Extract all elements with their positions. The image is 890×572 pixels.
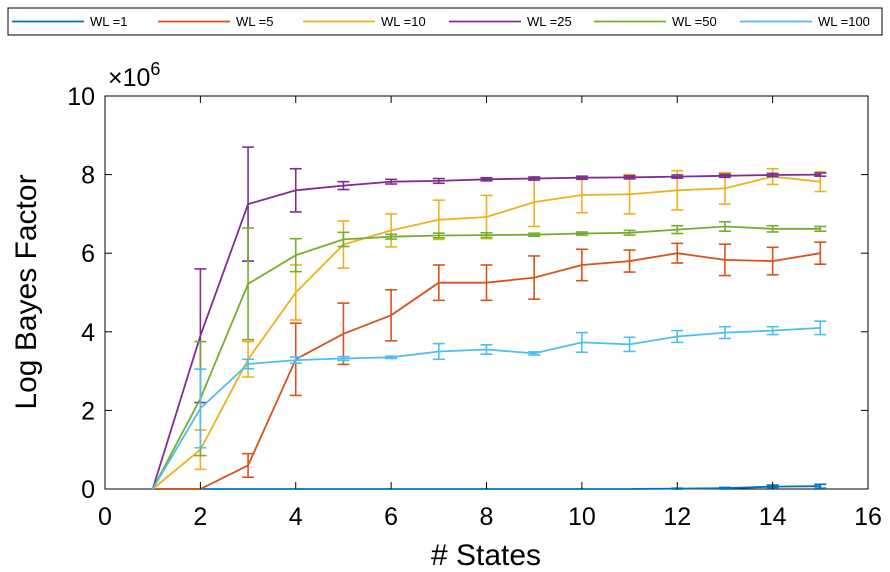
y-tick-label: 2 xyxy=(81,397,95,425)
error-bar xyxy=(766,224,779,233)
error-bar xyxy=(480,264,493,302)
error-bar xyxy=(194,368,207,449)
error-bar xyxy=(814,172,827,177)
error-bar xyxy=(814,241,827,266)
error-bar xyxy=(766,246,779,276)
error-bar xyxy=(814,320,827,336)
error-bar xyxy=(623,229,636,236)
error-bar xyxy=(718,486,731,490)
error-bar xyxy=(385,213,398,248)
error-bar xyxy=(528,232,541,238)
error-bar xyxy=(480,176,493,182)
error-bar xyxy=(814,225,827,232)
y-tick-label: 8 xyxy=(81,162,95,190)
x-tick-label: 14 xyxy=(759,503,787,531)
error-bar xyxy=(289,167,302,213)
series-wl-100 xyxy=(151,320,827,490)
series-wl-50 xyxy=(151,220,827,490)
error-bar xyxy=(480,343,493,356)
error-bar xyxy=(385,288,398,342)
error-bar xyxy=(337,180,350,191)
x-tick-label: 4 xyxy=(289,503,303,531)
error-bar xyxy=(623,173,636,215)
legend-label: WL =10 xyxy=(381,14,426,29)
x-tick-label: 8 xyxy=(480,503,494,531)
legend: WL =1 WL =5 WL =10 WL =25 WL =50 WL =100 xyxy=(7,7,883,36)
legend-box xyxy=(7,7,883,36)
axes-layer: 0 2 4 6 8 10 12 14 16 0 2 4 6 8 10 xyxy=(67,83,882,531)
error-bar xyxy=(337,231,350,248)
error-bar xyxy=(480,194,493,240)
x-tick-label: 16 xyxy=(854,503,882,531)
legend-label: WL =25 xyxy=(527,14,572,29)
scale-multiplier: ×106 xyxy=(108,59,160,92)
error-bar xyxy=(432,264,445,302)
error-bar xyxy=(432,342,445,361)
y-tick-label: 6 xyxy=(81,240,95,268)
error-bar xyxy=(385,233,398,240)
series-wl-5 xyxy=(152,241,827,490)
error-bar xyxy=(432,177,445,185)
x-tick-label: 0 xyxy=(98,503,112,531)
legend-label: WL =50 xyxy=(672,14,717,29)
error-bar xyxy=(289,264,302,321)
x-tick-label: 10 xyxy=(568,503,596,531)
error-bar xyxy=(623,249,636,273)
error-bar xyxy=(337,302,350,366)
error-bar xyxy=(671,242,684,264)
y-tick-label: 10 xyxy=(67,83,95,111)
error-bar xyxy=(575,231,588,236)
error-bar xyxy=(671,329,684,344)
error-bar xyxy=(289,356,302,365)
error-bar xyxy=(528,176,541,181)
error-bar xyxy=(242,227,255,341)
error-bar xyxy=(766,325,779,336)
error-bar xyxy=(623,336,636,353)
error-bar xyxy=(575,175,588,181)
error-bar xyxy=(385,355,398,360)
error-bar xyxy=(718,173,731,179)
error-bar xyxy=(671,174,684,179)
legend-label: WL =5 xyxy=(236,14,273,29)
series-wl-1 xyxy=(152,483,827,490)
error-bar xyxy=(432,232,445,239)
legend-label: WL =100 xyxy=(818,14,870,29)
series-wl-10 xyxy=(152,167,827,490)
legend-label: WL =1 xyxy=(90,14,127,29)
error-bar xyxy=(242,452,255,479)
error-bar xyxy=(718,220,731,232)
error-bar xyxy=(528,255,541,300)
error-bar xyxy=(718,325,731,340)
error-bar xyxy=(385,178,398,185)
y-tick-label: 0 xyxy=(81,476,95,504)
error-bar xyxy=(242,358,255,370)
error-bar xyxy=(575,248,588,282)
x-tick-label: 2 xyxy=(193,503,207,531)
error-bar xyxy=(814,483,827,490)
error-bar xyxy=(623,174,636,180)
error-bar xyxy=(575,331,588,354)
error-bar xyxy=(528,351,541,356)
error-bar xyxy=(766,172,779,178)
x-tick-label: 6 xyxy=(384,503,398,531)
y-axis-title: Log Bayes Factor xyxy=(10,174,43,409)
x-axis-title: # States xyxy=(431,539,541,572)
error-bar xyxy=(480,231,493,239)
series-layer xyxy=(151,146,827,490)
error-bar xyxy=(671,224,684,235)
error-bar xyxy=(718,243,731,277)
series-wl-25 xyxy=(151,146,827,490)
error-bar xyxy=(289,237,302,273)
error-bar xyxy=(337,355,350,362)
x-tick-label: 12 xyxy=(663,503,691,531)
y-tick-label: 4 xyxy=(81,319,95,347)
